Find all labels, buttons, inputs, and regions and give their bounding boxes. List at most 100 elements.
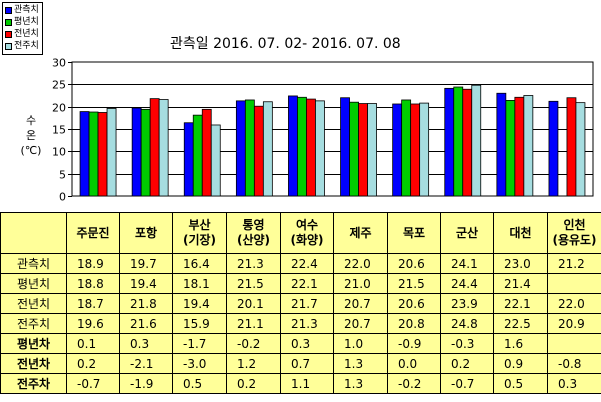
table-row: 평년치 18.8 19.4 18.1 21.5 22.1 21.0 21.5 24.4 21.4: [0, 273, 601, 294]
table-cell: 15.9: [172, 313, 227, 334]
bar-전주치-목포: [419, 102, 430, 197]
column-header-line: (용유도): [552, 233, 597, 247]
table-cell: -0.9: [387, 333, 441, 354]
legend-item: 전년치: [5, 28, 40, 40]
column-header: 주문진: [66, 212, 120, 254]
table-row: 전년치 18.7 21.8 19.4 20.1 21.7 20.7 20.6 23.9 22.1 2…: [0, 293, 601, 314]
column-header-line: 통영: [242, 218, 265, 232]
row-label: 전년치: [0, 293, 67, 314]
column-header-line: (기장): [182, 233, 217, 247]
bar-전년치-대천: [514, 96, 525, 197]
table-cell: 18.1: [172, 273, 227, 294]
table-corner-cell: [0, 212, 67, 254]
legend-item: 전주치: [5, 40, 40, 52]
table-cell: 0.3: [119, 333, 173, 354]
row-label: 평년치: [0, 273, 67, 294]
table-row: 평년차 0.1 0.3 -1.7 -0.2 0.3 1.0 -0.9 -0.3 1.6: [0, 333, 601, 354]
table-cell: 1.3: [333, 353, 388, 374]
y-tick-label: 10: [52, 146, 66, 159]
column-header: 통영 (산양): [226, 212, 281, 254]
chart-area: 0 5 10 15 20 25 30 관측치 평년치 전년치 전주치 관측일 2016. 07. …: [2, 2, 594, 204]
table-cell: 0.5: [493, 373, 548, 394]
table-row: 전년차 0.2 -2.1 -3.0 1.2 0.7 1.3 0.0 0.2 0.9 -0.8: [0, 353, 601, 374]
table-cell: 20.6: [387, 293, 441, 314]
y-axis-label-line: (℃): [20, 144, 42, 157]
table-cell: -0.2: [387, 373, 441, 394]
table-cell: -2.1: [119, 353, 173, 374]
table-cell: 1.1: [280, 373, 334, 394]
column-header-line: (화양): [290, 233, 324, 247]
bar-전년치-여수: [306, 98, 316, 197]
table-cell: 19.4: [172, 293, 227, 314]
bar-전주치-통영: [262, 101, 273, 197]
table-cell: 18.7: [66, 293, 120, 314]
table-cell: 18.8: [66, 273, 120, 294]
bar-전년치-제주: [358, 103, 368, 197]
table-cell: 20.1: [226, 293, 281, 314]
bar-전년치-인천: [566, 97, 577, 197]
table-cell: 24.4: [440, 273, 494, 294]
data-table: 주문진 포항 부산 (기장) 통영 (산양) 여수 (화양) 제주 목포 군산 대천 인천 (용유도) 관측…: [0, 212, 601, 394]
bar-평년치-주문진: [88, 111, 99, 197]
table-row: 전주치 19.6 21.6 15.9 21.1 21.3 20.7 20.8 24.8 22.5 2…: [0, 313, 601, 334]
column-header: 제주: [333, 212, 388, 254]
table-cell: [547, 333, 601, 354]
column-header-line: 주문진: [76, 225, 110, 240]
bar-chart: 0 5 10 15 20 25 30: [52, 57, 594, 204]
row-label: 전년차: [0, 353, 67, 374]
table-cell: 23.0: [493, 253, 548, 274]
column-header-line: 포항: [134, 225, 158, 240]
bar-전주치-주문진: [106, 108, 117, 197]
bar-관측치-포항: [131, 107, 142, 197]
bar-관측치-대천: [496, 92, 507, 197]
table-cell: 0.1: [66, 333, 120, 354]
bar-관측치-제주: [340, 97, 350, 197]
table-cell: 21.8: [119, 293, 173, 314]
legend-swatch: [5, 30, 12, 38]
bar-전년치-포항: [149, 98, 160, 197]
row-label: 평년차: [0, 333, 67, 354]
legend-item: 평년치: [5, 16, 40, 28]
column-header-line: 군산: [455, 225, 479, 240]
table-cell: 1.0: [333, 333, 388, 354]
column-header: 군산: [440, 212, 494, 254]
legend-swatch: [5, 42, 12, 50]
row-label: 전주차: [0, 373, 67, 394]
bar-평년치-대천: [505, 100, 516, 197]
table-cell: 21.3: [226, 253, 281, 274]
bar-관측치-군산: [444, 87, 455, 197]
table-cell: 19.6: [66, 313, 120, 334]
bar-평년치-여수: [297, 96, 307, 197]
bar-평년치-목포: [401, 99, 412, 197]
bar-전년치-목포: [410, 103, 421, 197]
table-cell: 21.0: [333, 273, 388, 294]
table-cell: 18.9: [66, 253, 120, 274]
table-cell: 0.7: [280, 353, 334, 374]
bar-전주치-제주: [367, 103, 377, 197]
table-cell: -1.9: [119, 373, 173, 394]
y-tick-label: 25: [52, 79, 66, 92]
y-tick-label: 5: [59, 169, 66, 182]
bar-전주치-군산: [471, 84, 482, 197]
table-cell: 0.2: [440, 353, 494, 374]
bar-전년치-부산: [201, 108, 212, 197]
column-header-line: 제주: [349, 225, 372, 240]
table-cell: [547, 273, 601, 294]
table-cell: -3.0: [172, 353, 227, 374]
bar-평년치-군산: [453, 86, 464, 197]
table-cell: -0.8: [547, 353, 601, 374]
y-tick-label: 20: [52, 102, 66, 115]
row-label: 전주치: [0, 313, 67, 334]
bar-전주치-포항: [158, 99, 169, 197]
legend-item: 관측치: [5, 4, 40, 16]
table-cell: 21.4: [493, 273, 548, 294]
table-cell: 21.1: [226, 313, 281, 334]
table-cell: 1.6: [493, 333, 548, 354]
table-cell: 20.6: [387, 253, 441, 274]
table-cell: 1.2: [226, 353, 281, 374]
legend-swatch: [5, 18, 12, 26]
table-row: 관측치 18.9 19.7 16.4 21.3 22.4 22.0 20.6 24.1 23.0 2…: [0, 253, 601, 274]
legend-label: 전년치: [14, 29, 39, 39]
bar-관측치-주문진: [79, 111, 90, 197]
table-cell: -0.3: [440, 333, 494, 354]
